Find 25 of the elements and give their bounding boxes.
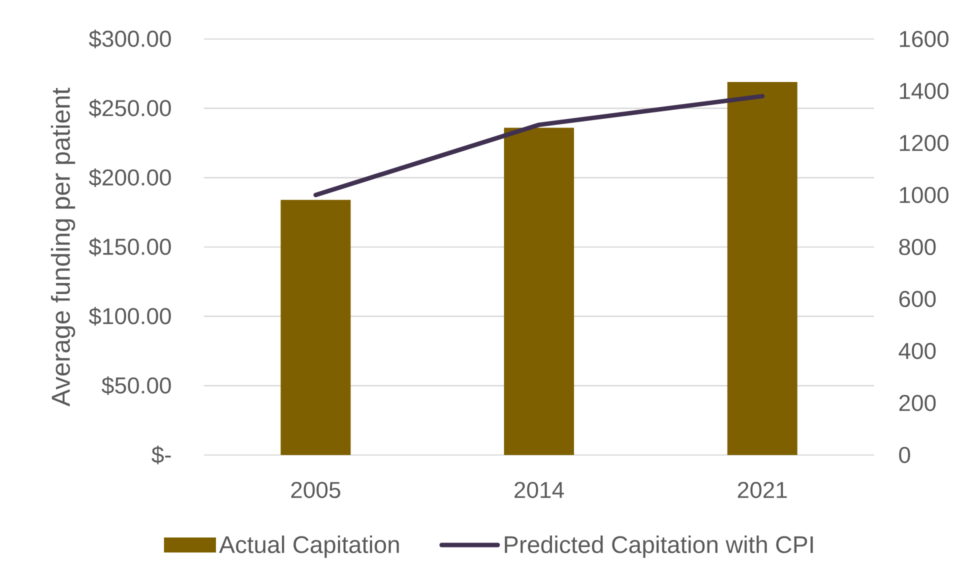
y-tick-label: $250.00 — [88, 99, 171, 118]
y2-tick-label: 1600 — [900, 30, 948, 48]
y-tick-label: $50.00 — [102, 376, 171, 395]
y2-tick-label: 200 — [899, 394, 936, 412]
y2-tick-label: 1200 — [900, 134, 948, 152]
bar — [727, 82, 798, 455]
y-tick-label: $150.00 — [88, 238, 171, 256]
legend-label: Actual Capitation — [219, 536, 399, 558]
y-tick-label: $200.00 — [88, 168, 171, 187]
y-tick-label: $300.00 — [88, 30, 171, 48]
bar — [280, 200, 351, 455]
y-tick-label: $- — [152, 446, 171, 464]
y-tick-label: $100.00 — [88, 307, 171, 326]
y2-tick-label: 600 — [899, 290, 936, 308]
legend-label: Predicted Capitation with CPI — [504, 536, 813, 558]
y2-tick-label: 1000 — [900, 186, 948, 204]
x-tick-label: 2005 — [291, 482, 340, 498]
x-tick-label: 2014 — [514, 482, 564, 498]
x-tick-label: 2021 — [738, 482, 787, 498]
y2-tick-label: 800 — [899, 238, 936, 256]
bar — [504, 128, 574, 455]
y2-tick-label: 400 — [898, 342, 936, 360]
y2-tick-label: 1400 — [900, 82, 948, 100]
y2-tick-label: 0 — [899, 446, 910, 464]
y-axis-title: Average funding per patient — [50, 88, 76, 406]
